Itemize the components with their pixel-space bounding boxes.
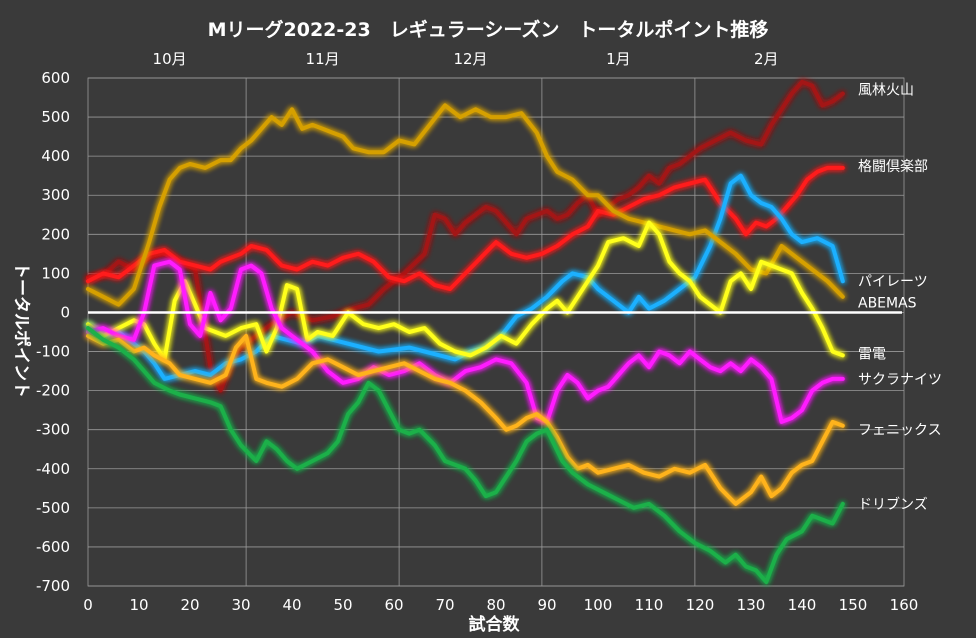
- chart-title: Mリーグ2022-23 レギュラーシーズン トータルポイント推移: [208, 18, 769, 41]
- y-tick-label: -400: [36, 460, 70, 478]
- month-label: 2月: [754, 50, 779, 68]
- series-label: 格闘倶楽部: [858, 159, 928, 175]
- y-tick-label: -300: [36, 421, 70, 439]
- x-axis-title: 試合数: [469, 614, 521, 635]
- x-tick-label: 0: [83, 596, 93, 614]
- series-line: [86, 165, 845, 291]
- x-tick-label: 30: [231, 596, 250, 614]
- x-tick-label: 110: [635, 596, 664, 614]
- series-line: [86, 79, 845, 393]
- series-label: ドリブンズ: [858, 496, 928, 513]
- series-lines: [86, 79, 845, 585]
- x-tick-label: 10: [129, 596, 148, 614]
- series-line: [86, 103, 845, 307]
- series-line: [86, 333, 845, 506]
- month-label: 1月: [606, 50, 631, 68]
- x-tick-label: 40: [282, 596, 301, 614]
- series-label: 風林火山: [858, 83, 914, 99]
- series-line: [86, 173, 845, 381]
- x-tick-label: 150: [839, 596, 868, 614]
- x-tick-label: 130: [737, 596, 766, 614]
- series-label: 雷電: [858, 346, 886, 362]
- y-axis-title: トータルポイント: [11, 262, 32, 398]
- y-tick-label: -200: [36, 382, 70, 400]
- y-tick-label: 200: [41, 225, 70, 243]
- month-label: 11月: [306, 50, 340, 68]
- month-label: 10月: [153, 50, 187, 68]
- x-tick-label: 140: [788, 596, 817, 614]
- y-tick-label: -600: [36, 538, 70, 556]
- series-label: パイレーツ: [858, 274, 928, 290]
- x-tick-label: 60: [384, 596, 403, 614]
- series-line: [86, 326, 845, 585]
- grid-lines: [87, 77, 905, 587]
- x-tick-label: 90: [537, 596, 556, 614]
- x-tick-label: 100: [584, 596, 613, 614]
- axis-ticks: 6005004003002001000-100-200-300-400-500-…: [36, 50, 918, 614]
- y-tick-label: 300: [41, 186, 70, 204]
- y-tick-label: 0: [60, 303, 70, 321]
- y-tick-label: -700: [36, 577, 70, 595]
- x-tick-label: 70: [435, 596, 454, 614]
- x-tick-label: 20: [180, 596, 199, 614]
- y-tick-label: 400: [41, 147, 70, 165]
- x-tick-label: 160: [890, 596, 919, 614]
- x-tick-label: 50: [333, 596, 352, 614]
- series-line: [86, 220, 845, 362]
- month-label: 12月: [453, 50, 487, 68]
- y-tick-label: 600: [41, 69, 70, 87]
- series-label: サクラナイツ: [858, 372, 942, 388]
- y-tick-label: -100: [36, 343, 70, 361]
- x-tick-label: 80: [486, 596, 505, 614]
- series-line: [86, 259, 845, 424]
- series-label: ABEMAS: [858, 296, 917, 312]
- y-tick-label: -500: [36, 499, 70, 517]
- series-label: フェニックス: [858, 423, 942, 439]
- y-tick-label: 100: [41, 264, 70, 282]
- x-tick-label: 120: [686, 596, 715, 614]
- y-tick-label: 500: [41, 108, 70, 126]
